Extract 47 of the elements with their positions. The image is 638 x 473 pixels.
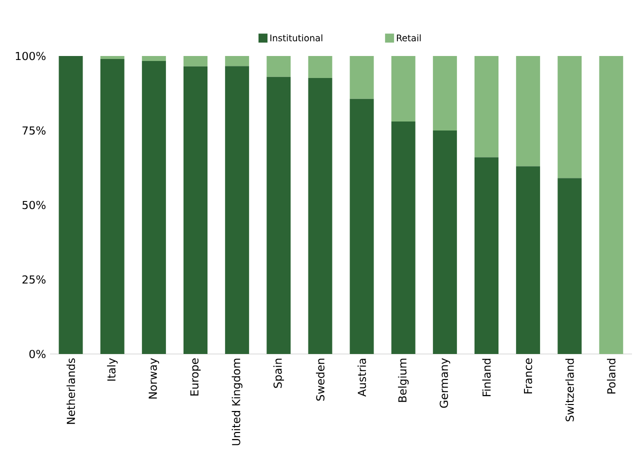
bar	[142, 56, 166, 62]
y-tick-label: 100%	[16, 52, 46, 60]
x-tick-label: Spain	[273, 358, 284, 388]
bar	[100, 58, 124, 354]
x-tick-label: United Kingdom	[232, 358, 242, 446]
bar	[558, 56, 582, 178]
x-tick-label: Norway	[148, 358, 160, 398]
legend-label: Retail	[396, 34, 421, 42]
bar	[558, 178, 582, 354]
bar	[516, 166, 540, 354]
x-tick-label: Sweden	[316, 358, 324, 401]
x-tick-label: Finland	[482, 358, 491, 396]
x-tick-label: Switzerland	[565, 358, 574, 422]
bar	[266, 56, 291, 77]
bar	[58, 56, 83, 354]
bar	[391, 56, 416, 122]
bar	[474, 157, 498, 354]
bar	[350, 56, 374, 99]
y-tick-label: 25%	[22, 275, 46, 284]
y-tick-label: 50%	[22, 200, 46, 210]
bar	[432, 56, 457, 130]
bar	[100, 56, 124, 59]
bar	[308, 78, 332, 354]
bar	[266, 76, 291, 354]
bar	[184, 56, 208, 66]
bar	[142, 61, 166, 354]
x-tick-label: Europe	[190, 358, 201, 396]
bar	[184, 66, 208, 354]
bar	[225, 56, 250, 66]
y-tick-label: 0%	[29, 350, 46, 358]
bar	[516, 56, 540, 166]
x-tick-label: France	[524, 358, 532, 394]
bar	[350, 98, 374, 354]
x-tick-label: Austria	[358, 358, 366, 397]
bar	[474, 56, 498, 158]
x-tick-label: Italy	[107, 358, 118, 381]
bar	[391, 122, 416, 354]
x-tick-label: Poland	[606, 358, 616, 394]
bar	[432, 130, 457, 354]
x-tick-label: Netherlands	[66, 358, 76, 424]
legend-label: Institutional	[270, 34, 322, 42]
bar	[308, 56, 332, 78]
bar	[599, 56, 624, 354]
bar	[225, 66, 250, 354]
x-tick-label: Belgium	[398, 358, 409, 402]
y-tick-label: 75%	[22, 126, 46, 135]
x-tick-label: Germany	[440, 358, 450, 408]
